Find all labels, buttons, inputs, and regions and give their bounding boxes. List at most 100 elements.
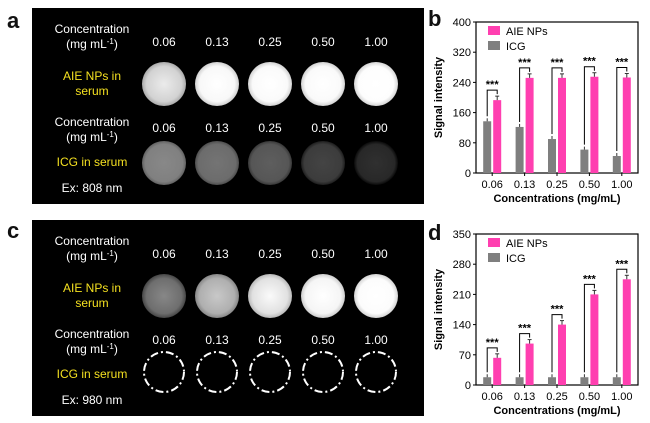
bar-aie [590, 76, 599, 173]
icg-sample-outline [143, 351, 185, 393]
conc-value-row1: 0.50 [311, 35, 335, 49]
significance-bracket [616, 66, 628, 152]
conc-value-row1: 0.13 [205, 247, 229, 261]
x-tick-label: 0.50 [579, 391, 600, 403]
panel-letter-c: c [7, 218, 20, 243]
bar-aie [493, 100, 502, 173]
bar-icg [483, 377, 492, 385]
bar-aie [558, 324, 566, 385]
legend-swatch [488, 41, 500, 50]
conc-value-row3: 0.50 [311, 121, 335, 135]
significance-label: *** [583, 56, 597, 68]
concentration-label-row3: Concentration [55, 327, 130, 341]
bar-icg [548, 377, 556, 385]
x-axis-label: Concentrations (mg/mL) [493, 405, 620, 417]
image-panel-a-svg: Concentration(mg mL-1) 0.06 0.13 0.25 0.50 1.… [55, 22, 398, 195]
aie-sample-circle [142, 62, 186, 106]
significance-label: *** [551, 57, 565, 69]
aie-serum-label-2: serum [75, 84, 108, 98]
bar-icg [580, 377, 589, 385]
conc-value-row3: 1.00 [364, 121, 388, 135]
y-tick-label: 320 [453, 47, 471, 59]
conc-value-row3: 0.25 [258, 333, 282, 347]
y-axis-label: Signal intensity [433, 268, 445, 350]
excitation-label: Ex: 808 nm [62, 181, 123, 195]
significance-label: *** [486, 337, 500, 349]
panel-letter-b: b [428, 6, 442, 31]
bar-icg [548, 139, 556, 173]
aie-sample-circle [301, 274, 345, 318]
chart-d-svg: 0 70 140 210 280 350 Signal intensity Concentra… [433, 229, 639, 417]
image-panel-808nm: Concentration (mg mL-1) 0.06 0.13 0.25 0.50 1.… [32, 8, 424, 204]
y-axis-label: Signal intensity [433, 56, 445, 138]
significance-label: *** [615, 258, 629, 270]
significance-bracket [551, 67, 563, 135]
conc-value-row3: 0.13 [205, 121, 229, 135]
aie-serum-label: AIE NPs in [63, 69, 121, 83]
significance-bracket [519, 67, 531, 122]
conc-value-row1: 1.00 [364, 35, 388, 49]
aie-sample-circle [354, 62, 398, 106]
bar-icg [515, 126, 524, 173]
bar-aie [525, 343, 534, 385]
concentration-label-row1-unit: (mg mL-1) [66, 37, 118, 52]
bar-icg [483, 121, 492, 173]
significance-bracket [551, 314, 563, 373]
y-tick-label: 140 [453, 320, 471, 332]
bar-aie [493, 357, 502, 385]
bar-aie [622, 77, 631, 173]
conc-value-row3: 0.06 [152, 333, 176, 347]
panel-letter-d: d [428, 220, 442, 245]
aie-serum-label: AIE NPs in [63, 281, 121, 295]
aie-sample-circle [354, 274, 398, 318]
icg-sample-circle [248, 141, 292, 185]
chart-d: 0 70 140 210 280 350 Signal intensity Concentra… [428, 222, 648, 422]
aie-sample-circle [142, 274, 186, 318]
icg-sample-circle [354, 141, 398, 185]
concentration-label-row1: Concentration [55, 22, 130, 36]
icg-sample-outline [355, 351, 397, 393]
icg-serum-label: ICG in serum [57, 155, 128, 169]
conc-value-row3: 0.50 [311, 333, 335, 347]
significance-bracket [583, 66, 595, 145]
x-tick-label: 1.00 [611, 391, 632, 403]
aie-sample-circle [248, 62, 292, 106]
significance-label: *** [551, 304, 565, 316]
icg-sample-outline [249, 351, 291, 393]
conc-value-row3: 0.13 [205, 333, 229, 347]
conc-value-row1: 0.50 [311, 247, 335, 261]
x-tick-label: 0.06 [481, 179, 502, 191]
concentration-label-row3-unit: (mg mL-1) [66, 342, 118, 357]
x-tick-label: 0.13 [514, 391, 535, 403]
conc-value-row1: 0.25 [258, 247, 282, 261]
aie-sample-circle [301, 62, 345, 106]
aie-sample-circle [248, 274, 292, 318]
x-axis-label: Concentrations (mg/mL) [493, 193, 620, 205]
significance-bracket [486, 347, 498, 373]
icg-sample-circle [195, 141, 239, 185]
significance-bracket [616, 268, 628, 373]
legend-swatch [488, 253, 500, 262]
y-tick-label: 70 [459, 350, 471, 362]
bar-icg [580, 149, 589, 173]
conc-value-row3: 1.00 [364, 333, 388, 347]
significance-label: *** [615, 56, 629, 68]
concentration-label-row1-unit: (mg mL-1) [66, 249, 118, 264]
significance-label: *** [486, 79, 500, 91]
conc-value-row1: 1.00 [364, 247, 388, 261]
aie-serum-label-2: serum [75, 296, 108, 310]
icg-serum-label: ICG in serum [57, 367, 128, 381]
chart-b: 0 80 160 240 320 400 Signal intensity Concentra… [428, 10, 648, 210]
y-tick-label: 160 [453, 108, 471, 120]
bar-icg [612, 156, 621, 173]
y-tick-label: 350 [453, 229, 471, 241]
conc-value-row1: 0.13 [205, 35, 229, 49]
conc-value-row1: 0.06 [152, 247, 176, 261]
conc-value-row3: 0.25 [258, 121, 282, 135]
bar-aie [590, 294, 599, 385]
significance-bracket [583, 283, 595, 373]
significance-bracket [486, 89, 498, 117]
concentration-label-row3-unit: (mg mL-1) [66, 130, 118, 145]
significance-label: *** [518, 323, 532, 335]
conc-value-row1: 0.06 [152, 35, 176, 49]
